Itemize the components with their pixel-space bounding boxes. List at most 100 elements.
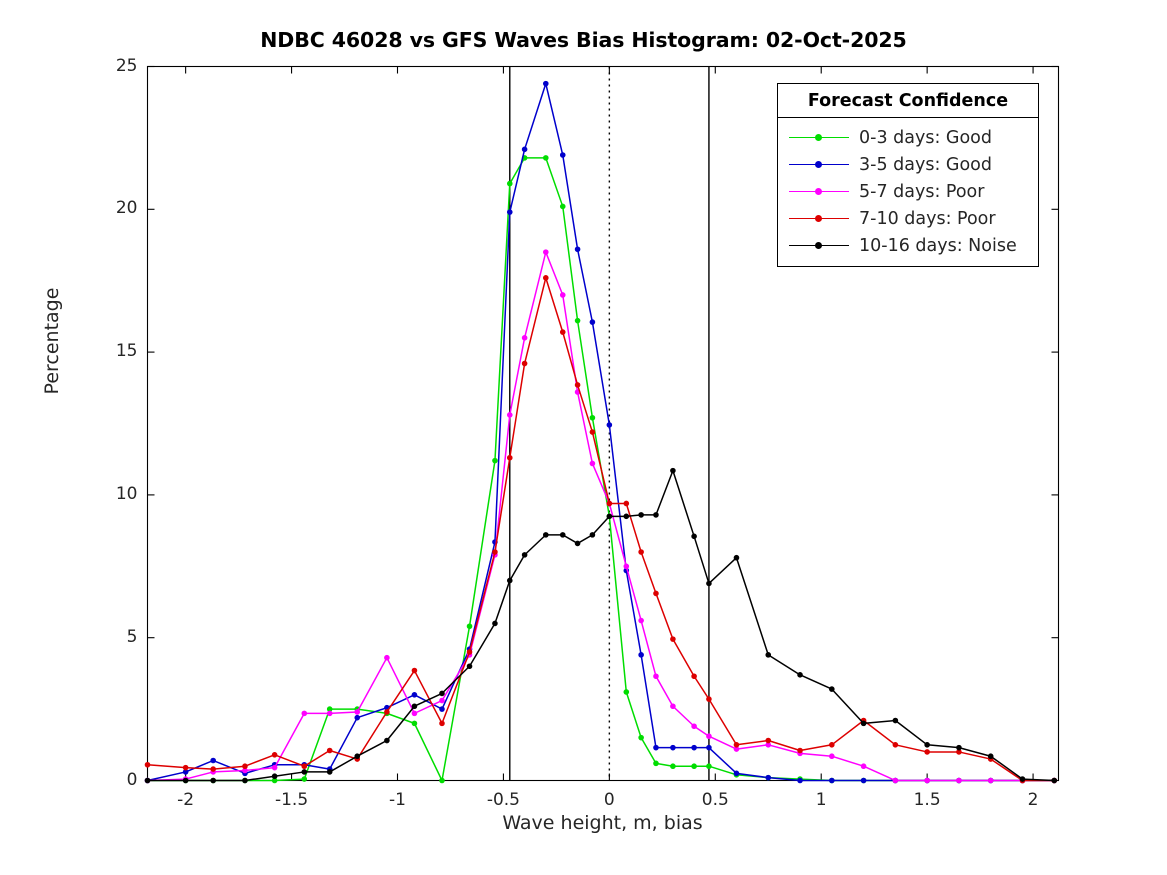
series-point-2-20 <box>623 563 630 570</box>
series-point-2-21 <box>638 617 644 624</box>
series-point-4-28 <box>797 672 803 678</box>
series-point-3-25 <box>706 696 712 702</box>
series-point-2-25 <box>706 733 712 740</box>
series-point-3-28 <box>797 747 803 754</box>
series-point-1-25 <box>706 744 712 751</box>
series-point-4-15 <box>542 532 549 538</box>
series-point-3-22 <box>653 590 659 597</box>
series-point-4-3 <box>242 777 248 784</box>
series-point-0-23 <box>670 763 676 770</box>
series-point-2-14 <box>521 335 528 341</box>
series-point-0-11 <box>466 623 473 630</box>
series-point-4-10 <box>439 690 445 697</box>
series-point-4-7 <box>354 753 361 760</box>
chart-title: NDBC 46028 vs GFS Waves Bias Histogram: … <box>260 28 907 52</box>
x-tick-label-5: 0.5 <box>701 789 729 810</box>
series-point-0-25 <box>706 763 712 770</box>
series-point-3-24 <box>691 673 697 680</box>
series-point-3-23 <box>670 636 676 642</box>
series-point-1-19 <box>606 422 613 428</box>
series-point-4-6 <box>326 769 333 775</box>
series-point-2-32 <box>924 777 930 784</box>
series-point-2-24 <box>691 723 697 730</box>
series-point-3-14 <box>521 360 528 367</box>
series-point-1-21 <box>638 652 644 658</box>
series-point-1-22 <box>653 744 659 751</box>
series-point-4-19 <box>606 513 613 520</box>
series-point-4-14 <box>521 552 528 558</box>
legend-swatch-icon-1 <box>789 158 849 172</box>
series-point-1-7 <box>354 714 361 721</box>
series-point-3-9 <box>411 667 418 674</box>
series-point-2-10 <box>439 697 445 704</box>
legend-marker-icon-0 <box>815 133 822 141</box>
series-point-3-15 <box>542 275 549 281</box>
legend-item-3[interactable]: 7-10 days: Poor <box>778 205 1038 232</box>
series-point-2-15 <box>542 249 549 255</box>
series-point-1-13 <box>506 209 513 215</box>
series-point-2-5 <box>301 710 308 717</box>
series-point-4-5 <box>301 769 308 775</box>
series-point-4-33 <box>956 744 962 751</box>
legend-items: 0-3 days: Good 3-5 days: Good 5-7 days: Po… <box>778 118 1038 266</box>
series-point-4-17 <box>574 540 581 547</box>
series-point-0-10 <box>439 777 445 784</box>
x-tick-label-0: -2 <box>177 789 195 810</box>
series-point-1-23 <box>670 744 676 751</box>
series-point-3-21 <box>638 549 644 555</box>
series-point-1-9 <box>411 692 418 698</box>
legend-item-1[interactable]: 3-5 days: Good <box>778 151 1038 178</box>
series-point-2-34 <box>987 777 994 784</box>
series-point-4-25 <box>706 580 712 587</box>
legend-marker-icon-3 <box>815 214 822 222</box>
series-point-4-12 <box>492 620 498 627</box>
series-point-4-31 <box>892 717 899 724</box>
series-point-3-2 <box>210 766 216 772</box>
series-point-4-0 <box>144 777 151 784</box>
series-point-3-5 <box>301 763 308 770</box>
y-tick-label-5: 25 <box>115 55 138 76</box>
series-point-3-32 <box>924 749 930 755</box>
legend-item-0[interactable]: 0-3 days: Good <box>778 124 1038 151</box>
series-point-1-2 <box>210 757 216 764</box>
series-point-4-4 <box>271 773 278 780</box>
legend-title: Forecast Confidence <box>778 84 1038 118</box>
series-point-3-0 <box>144 761 151 768</box>
x-tick-label-2: -1 <box>389 789 406 810</box>
series-point-4-2 <box>210 777 216 784</box>
series-point-3-16 <box>559 329 566 335</box>
series-point-2-9 <box>411 710 418 717</box>
y-tick-label-1: 5 <box>126 626 138 647</box>
series-point-3-17 <box>574 382 581 388</box>
x-tick-label-6: 1 <box>815 789 827 810</box>
series-point-1-28 <box>797 777 803 784</box>
series-point-2-31 <box>892 777 899 784</box>
legend-label-0: 0-3 days: Good <box>859 127 992 148</box>
series-point-3-8 <box>384 709 390 715</box>
series-point-3-4 <box>271 751 278 758</box>
series-point-0-17 <box>574 317 581 324</box>
series-point-2-29 <box>829 753 835 760</box>
series-point-4-13 <box>506 577 513 584</box>
series-point-0-5 <box>301 776 308 782</box>
series-point-4-18 <box>589 532 596 538</box>
series-point-2-30 <box>860 763 867 770</box>
series-point-0-22 <box>653 760 659 767</box>
series-point-3-3 <box>242 763 248 770</box>
legend-marker-icon-4 <box>815 241 822 249</box>
series-point-3-26 <box>733 741 740 748</box>
legend-label-4: 10-16 days: Noise <box>859 235 1017 256</box>
series-point-1-27 <box>765 774 772 781</box>
legend-swatch-icon-2 <box>789 185 849 199</box>
series-point-2-13 <box>506 412 513 418</box>
series-point-4-24 <box>691 533 697 540</box>
legend-item-2[interactable]: 5-7 days: Poor <box>778 178 1038 205</box>
legend-item-4[interactable]: 10-16 days: Noise <box>778 232 1038 259</box>
series-point-4-36 <box>1051 777 1058 784</box>
series-point-1-26 <box>733 770 740 777</box>
series-point-2-8 <box>384 654 390 661</box>
series-point-4-16 <box>559 532 566 538</box>
legend-label-1: 3-5 days: Good <box>859 154 992 175</box>
series-point-4-22 <box>653 512 659 518</box>
